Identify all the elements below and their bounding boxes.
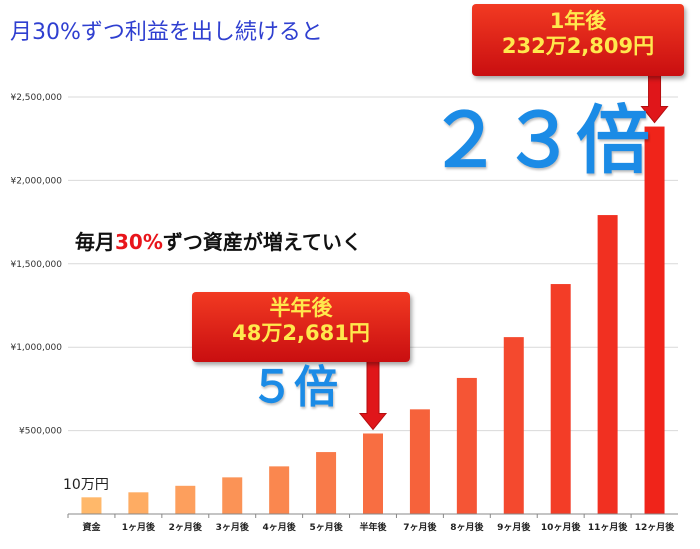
arrow-one-year — [640, 73, 669, 124]
callout-year-line2: 232万2,809円 — [501, 33, 655, 58]
y-tick-label: ¥2,500,000 — [10, 93, 62, 103]
x-tick-label: 7ヶ月後 — [403, 521, 437, 533]
x-tick-label: 5ヶ月後 — [309, 521, 343, 533]
bar — [222, 477, 243, 514]
bar — [597, 215, 618, 514]
bar — [644, 126, 665, 515]
bar — [81, 497, 102, 514]
arrow-half-year — [358, 359, 388, 431]
x-tick-label: 半年後 — [359, 521, 387, 533]
x-tick-label: 9ヶ月後 — [497, 521, 531, 533]
x-tick-label: 10ヶ月後 — [541, 521, 582, 533]
subtitle-part-3: ずつ資産が増えていく — [162, 230, 362, 254]
bar — [363, 433, 383, 514]
bar — [269, 466, 290, 514]
x-tick-label: 3ヶ月後 — [216, 521, 250, 533]
bar — [503, 337, 524, 514]
chart-title: 月30%ずつ利益を出し続けると — [10, 20, 323, 45]
x-tick-label: 2ヶ月後 — [169, 521, 203, 533]
subtitle-part-2: 30% — [115, 230, 163, 254]
callout-half-line2: 48万2,681円 — [232, 320, 370, 345]
subtitle-part-1: 毎月 — [75, 230, 115, 254]
bar — [456, 377, 477, 514]
bar — [128, 492, 149, 514]
callout-half-line1: 半年後 — [269, 296, 333, 320]
y-tick-label: ¥2,000,000 — [10, 176, 62, 186]
x-tick-label: 1ヶ月後 — [122, 521, 156, 533]
x-tick-label: 4ヶ月後 — [263, 521, 297, 533]
x-tick-label: 8ヶ月後 — [450, 521, 484, 533]
callout-one-year: 1年後 232万2,809円 — [472, 4, 684, 76]
bar — [175, 485, 196, 514]
bar — [316, 452, 337, 514]
bar — [550, 284, 571, 514]
chart-subtitle: 毎月30%ずつ資産が増えていく — [75, 226, 362, 255]
callout-half-year: 半年後 48万2,681円 — [192, 292, 410, 362]
x-tick-label: 資金 — [82, 521, 101, 533]
y-tick-label: ¥500,000 — [19, 427, 62, 437]
y-tick-label: ¥1,000,000 — [10, 343, 62, 353]
y-tick-label: ¥1,500,000 — [10, 260, 62, 270]
multiplier-half-year: ５倍 — [250, 362, 338, 413]
base-capital-label: 10万円 — [63, 477, 109, 493]
callout-year-line1: 1年後 — [549, 9, 607, 33]
multiplier-one-year: ２３倍 — [428, 98, 650, 184]
x-tick-label: 12ヶ月後 — [635, 521, 676, 533]
x-tick-label: 11ヶ月後 — [588, 521, 629, 533]
bar — [409, 409, 430, 514]
